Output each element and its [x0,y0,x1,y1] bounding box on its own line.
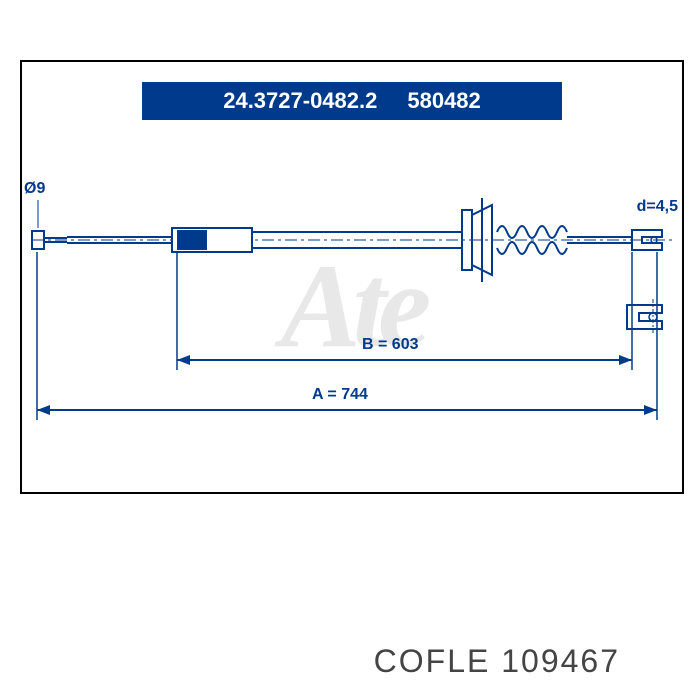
diameter-left-label: Ø9 [24,180,45,198]
footer: COFLE 109467 [374,643,620,680]
length-a-label: A = 744 [312,386,368,404]
footer-code: 109467 [501,643,620,679]
diagram-frame: 24.3727-0482.2 580482 Ate [20,60,684,494]
part-number-1: 24.3727-0482.2 [223,88,377,114]
cable-diagram [22,120,682,492]
footer-brand: COFLE [374,643,491,679]
diameter-right-label: d=4,5 [637,198,678,216]
header-bar: 24.3727-0482.2 580482 [142,82,562,120]
part-number-2: 580482 [407,88,480,114]
length-b-label: B = 603 [362,336,418,354]
diagram-area: Ate [22,120,682,492]
